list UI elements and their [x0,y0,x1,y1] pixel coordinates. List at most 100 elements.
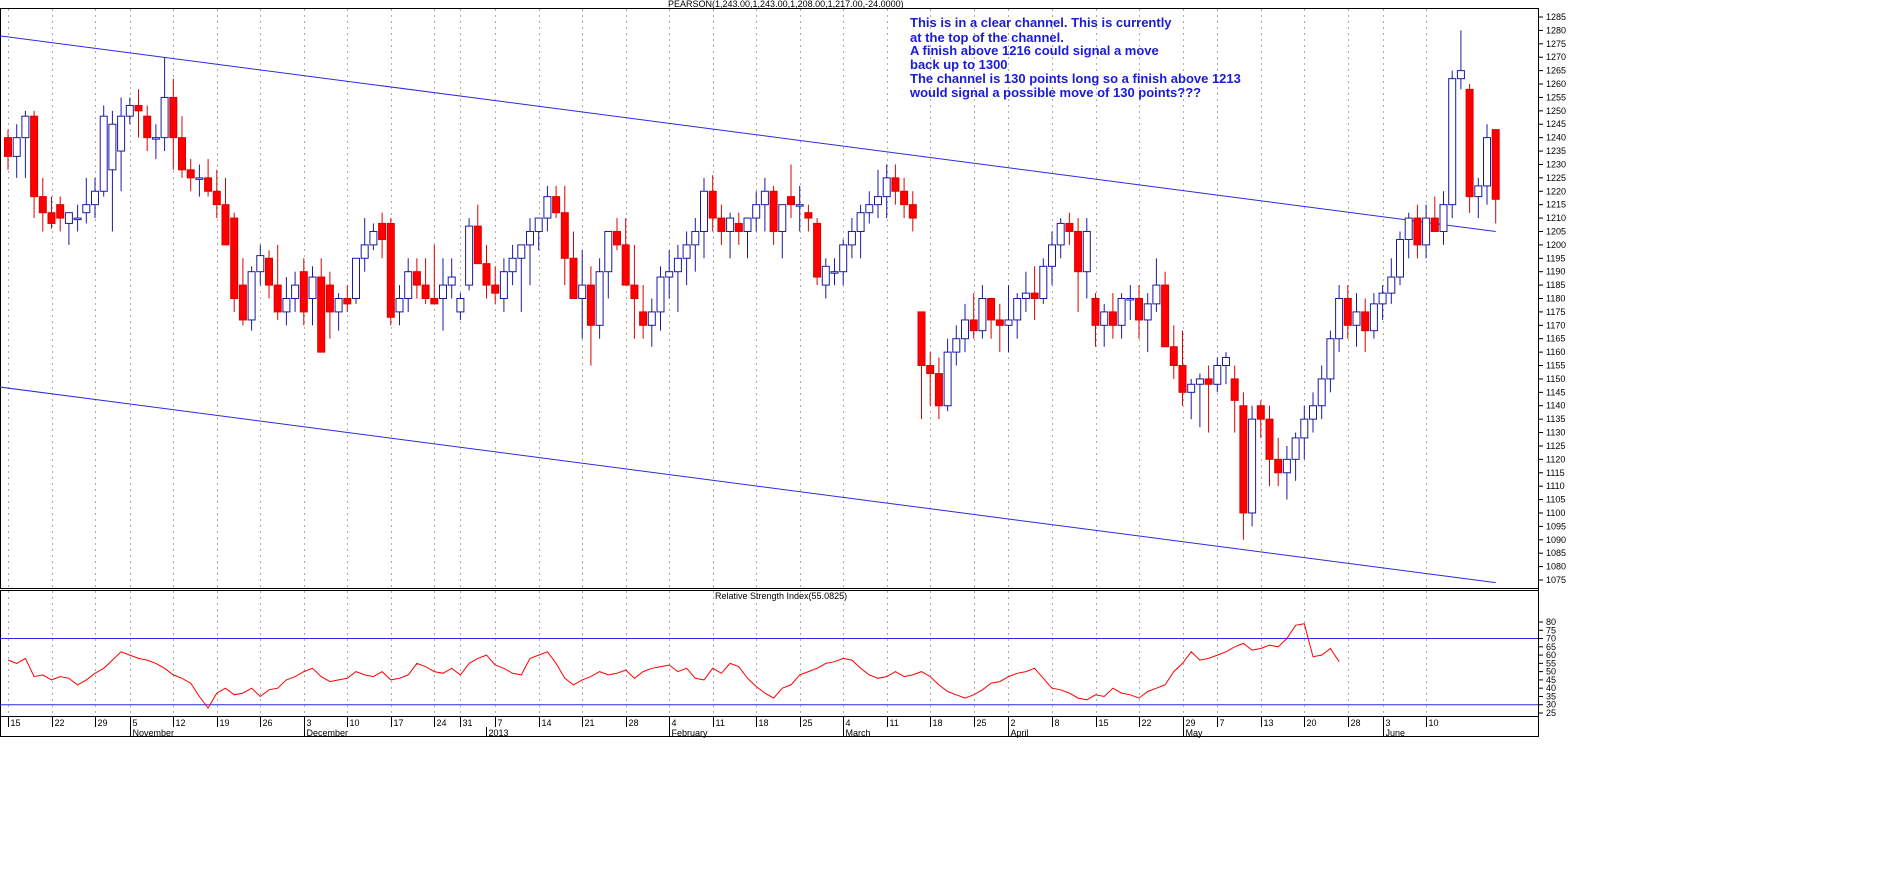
candle-body [1169,346,1178,367]
candle-body [317,276,326,353]
candle [1178,330,1187,406]
candle-body [795,204,804,207]
rsi-tick-label: 70 [1546,634,1556,644]
candle [412,258,421,299]
candle-body [38,196,47,214]
candle [230,212,239,312]
candle [343,285,352,312]
candle [595,258,604,339]
candle-body [360,244,369,259]
candle-body [1274,458,1283,474]
candle-body [726,217,735,232]
candle-body [352,257,360,299]
candle-body [334,298,343,313]
candle [482,244,491,299]
x-tick-label: 11 [890,718,899,728]
candle-body [204,177,213,192]
candle-body [830,271,839,274]
y-tick-label: 1100 [1546,508,1565,518]
candle-body [639,311,648,326]
candle [995,303,1004,353]
y-tick-label: 1270 [1546,52,1566,62]
candle-body [134,104,143,112]
candle-body [961,319,969,340]
candle-body [787,196,795,206]
candle [1274,437,1283,487]
candle [882,164,891,219]
candle [934,357,943,420]
candle [621,218,630,286]
candle [456,293,465,320]
candle-body [12,137,21,157]
candle-body [1117,298,1126,326]
candle-body [308,276,317,299]
candle [665,250,674,299]
candle-body [952,338,961,353]
candle-body [882,177,891,198]
candle-body [813,222,822,278]
rsi-tick-label: 60 [1546,650,1556,660]
candle-body [1187,383,1196,393]
candle-body [256,255,265,273]
candle [543,185,552,232]
candle-body [569,257,578,299]
candle [1230,365,1239,433]
candle-body [1135,298,1143,321]
candle [430,244,439,305]
candle [1465,84,1474,213]
candle [473,204,482,265]
y-tick-label: 1200 [1546,240,1566,250]
candle-body [743,217,752,232]
candle [334,293,343,331]
candle-body [412,271,421,286]
x-tick-label: 26 [263,718,273,728]
candle-body [1335,298,1344,340]
candle-body [125,104,134,117]
candle-body [1456,70,1465,80]
rsi-level-lines [0,638,1538,706]
x-tick-label: 25 [803,718,813,728]
candle [952,325,961,366]
candle [656,266,665,331]
candle-body [804,212,813,219]
y-tick-label: 1180 [1546,294,1565,304]
candle-body [386,222,395,318]
candle [787,164,795,219]
candle [804,204,813,232]
candle [143,105,152,152]
candle-body [1396,239,1404,278]
candle-body [1213,365,1222,385]
candle [813,218,822,286]
candle [256,244,265,286]
candle-body [1309,405,1317,420]
candle-body [995,319,1004,326]
candle [900,177,909,219]
candle [1108,293,1117,339]
y-tick-label: 1245 [1546,119,1566,129]
candle-body [1204,378,1213,385]
candle-body [839,244,848,273]
x-tick-label: 15 [11,718,21,728]
candle-body [482,263,491,286]
candle [1117,293,1126,339]
annotation-line: The channel is 130 points long so a fini… [910,71,1241,86]
candle [508,244,517,286]
candle-body [465,225,474,286]
candle [830,258,839,286]
rsi-tick-label: 45 [1546,675,1556,685]
y-tick-label: 1155 [1546,361,1565,371]
candle-body [604,230,613,273]
y-tick-label: 1235 [1546,146,1566,156]
candle-body [1326,338,1335,380]
y-tick-label: 1265 [1546,66,1566,76]
annotation-line: This is in a clear channel. This is curr… [910,15,1172,30]
candle [691,218,700,272]
candle [1396,231,1404,286]
vertical-gridlines [8,9,1427,716]
x-tick-label: 25 [977,718,987,728]
candle [1161,271,1170,348]
candle-body [1048,244,1056,267]
x-tick-label: 14 [542,718,552,728]
candle-body [1108,311,1117,326]
